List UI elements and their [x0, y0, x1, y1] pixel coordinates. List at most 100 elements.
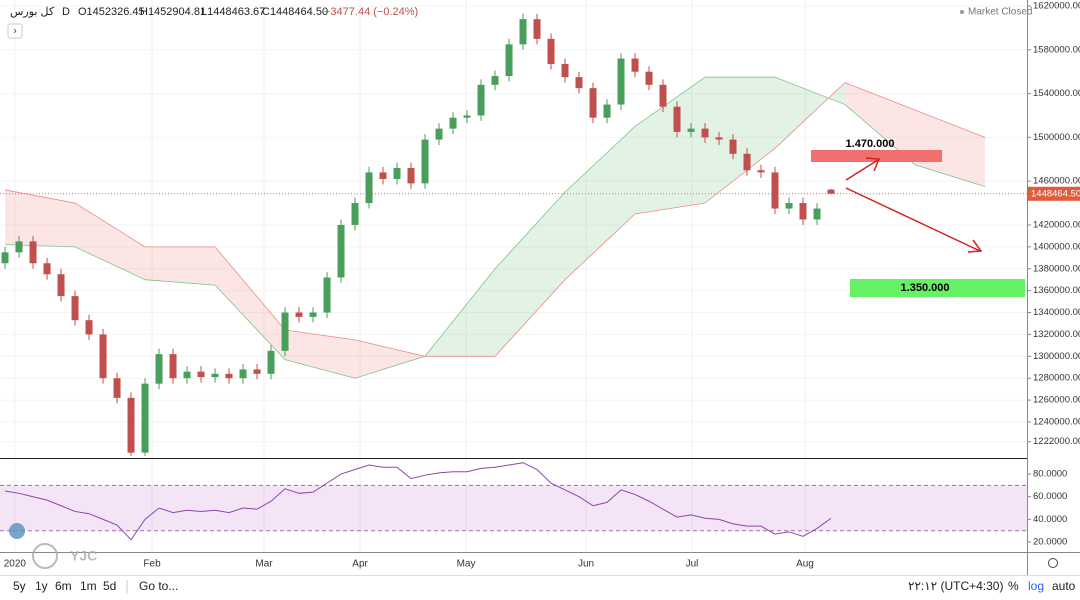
candle-body — [547, 38, 555, 65]
candle-body — [141, 383, 149, 453]
option-button[interactable]: log — [1028, 579, 1044, 593]
collapse-icon: › — [13, 26, 16, 37]
option-button[interactable]: % — [1008, 579, 1019, 593]
candle-body — [57, 274, 65, 297]
watermark-text: YJC — [70, 548, 97, 564]
settings-button[interactable] — [1048, 558, 1058, 568]
ohlc-open: O1452326.45 — [78, 6, 145, 18]
range-button[interactable]: 6m — [55, 579, 72, 593]
candle-body — [715, 137, 723, 140]
last-price-marker — [1027, 186, 1080, 201]
arrow — [845, 159, 879, 181]
cloud-fill — [495, 192, 566, 357]
cloud-span-a — [5, 76, 986, 379]
y-tick-label: 1500000.00 — [1033, 132, 1080, 143]
candle-body — [589, 88, 597, 118]
candle-body — [729, 139, 737, 154]
y-tick-label: 1460000.00 — [1033, 176, 1080, 187]
candle-body — [659, 84, 667, 107]
candle-body — [253, 369, 261, 374]
change: −3477.44 (−0.24%) — [324, 6, 418, 18]
range-button[interactable]: 1y — [35, 579, 48, 593]
header: کل بورس D O1452326.45 H1452904.81 L14484… — [7, 6, 1032, 39]
candle-body — [365, 172, 373, 204]
y-tick-label: 1280000.00 — [1033, 373, 1080, 384]
cloud-fill — [635, 77, 706, 215]
candle-body — [533, 19, 541, 39]
candle-body — [183, 371, 191, 379]
arrow-head — [865, 157, 881, 172]
logo — [32, 543, 58, 569]
toolbar: 5y 1y 6m 1m 5d Go to... ۲۲:۱۲ (UTC+4:30)… — [13, 558, 1076, 594]
x-tick-label: Feb — [143, 559, 161, 570]
arrow — [845, 187, 981, 252]
y-tick-label: 1320000.00 — [1033, 329, 1080, 340]
cloud-fill — [915, 110, 986, 187]
candle-body — [267, 350, 275, 374]
candle-body — [785, 203, 793, 209]
annotation-label: 1.470.000 — [846, 138, 895, 150]
candle-body — [673, 106, 681, 132]
y-tick-label: 1620000.00 — [1033, 1, 1080, 12]
plot: 2020 Feb Mar Apr May Jun Jul Aug 1620000.00 15800… — [0, 0, 1080, 570]
y-tick-label: 60.0000 — [1033, 491, 1067, 502]
candle-body — [393, 168, 401, 179]
symbol: کل بورس — [10, 6, 55, 18]
candle-body — [239, 369, 247, 379]
cloud-span-b — [4, 82, 986, 357]
candle-body — [575, 77, 583, 89]
candle-body — [603, 104, 611, 118]
annotations: 1.470.000 1.350.000 — [811, 138, 1025, 297]
y-tick-label: 1540000.00 — [1033, 88, 1080, 99]
status: Market Closed — [968, 7, 1032, 18]
last-price-label: 1448464.50 — [1031, 188, 1080, 199]
cloud-fill — [355, 339, 426, 379]
y-tick-label: 1360000.00 — [1033, 285, 1080, 296]
y-tick-label: 80.0000 — [1033, 469, 1067, 480]
x-tick-label: May — [457, 559, 476, 570]
cloud-fill — [565, 126, 636, 280]
y-tick-label: 1380000.00 — [1033, 263, 1080, 274]
watermark: YJC — [9, 523, 97, 569]
candle-body — [701, 128, 709, 138]
x-tick-label: 2020 — [4, 559, 27, 570]
y-tick-label: 20.0000 — [1033, 537, 1067, 548]
ohlc-low: L1448463.67 — [201, 6, 265, 18]
range-button[interactable]: 5y — [13, 579, 26, 593]
candle-body — [617, 58, 625, 105]
cloud-fill — [705, 77, 776, 204]
y-tick-label: 1340000.00 — [1033, 307, 1080, 318]
range-button[interactable]: 1m — [80, 579, 97, 593]
x-tick-label: Apr — [352, 559, 368, 570]
goto-button[interactable]: Go to... — [139, 579, 178, 593]
candle-body — [561, 64, 569, 78]
interval: D — [62, 6, 70, 18]
option-button[interactable]: auto — [1052, 579, 1076, 593]
y-tick-label: 1240000.00 — [1033, 417, 1080, 428]
candle-body — [169, 354, 177, 379]
candle-body — [771, 172, 779, 209]
candle-body — [155, 354, 163, 384]
candle-body — [351, 203, 359, 225]
target-box — [811, 150, 942, 162]
cloud-fill — [75, 203, 146, 280]
candle-body — [505, 44, 513, 77]
candle-body — [421, 139, 429, 184]
y-tick-label: 1580000.00 — [1033, 44, 1080, 55]
collapse-button[interactable] — [7, 23, 23, 39]
y-tick-label: 1260000.00 — [1033, 395, 1080, 406]
range-button[interactable]: 5d — [103, 579, 116, 593]
candle-body — [645, 71, 653, 85]
x-tick-label: Mar — [255, 559, 273, 570]
candle-body — [379, 172, 387, 179]
x-tick-label: Aug — [796, 559, 814, 570]
candle-body — [491, 76, 499, 85]
candle-body — [323, 277, 331, 313]
candle-body — [71, 296, 79, 321]
candle-body — [211, 373, 219, 378]
target-box — [850, 279, 1025, 297]
candle-body — [113, 378, 121, 398]
candle-body — [15, 241, 23, 253]
